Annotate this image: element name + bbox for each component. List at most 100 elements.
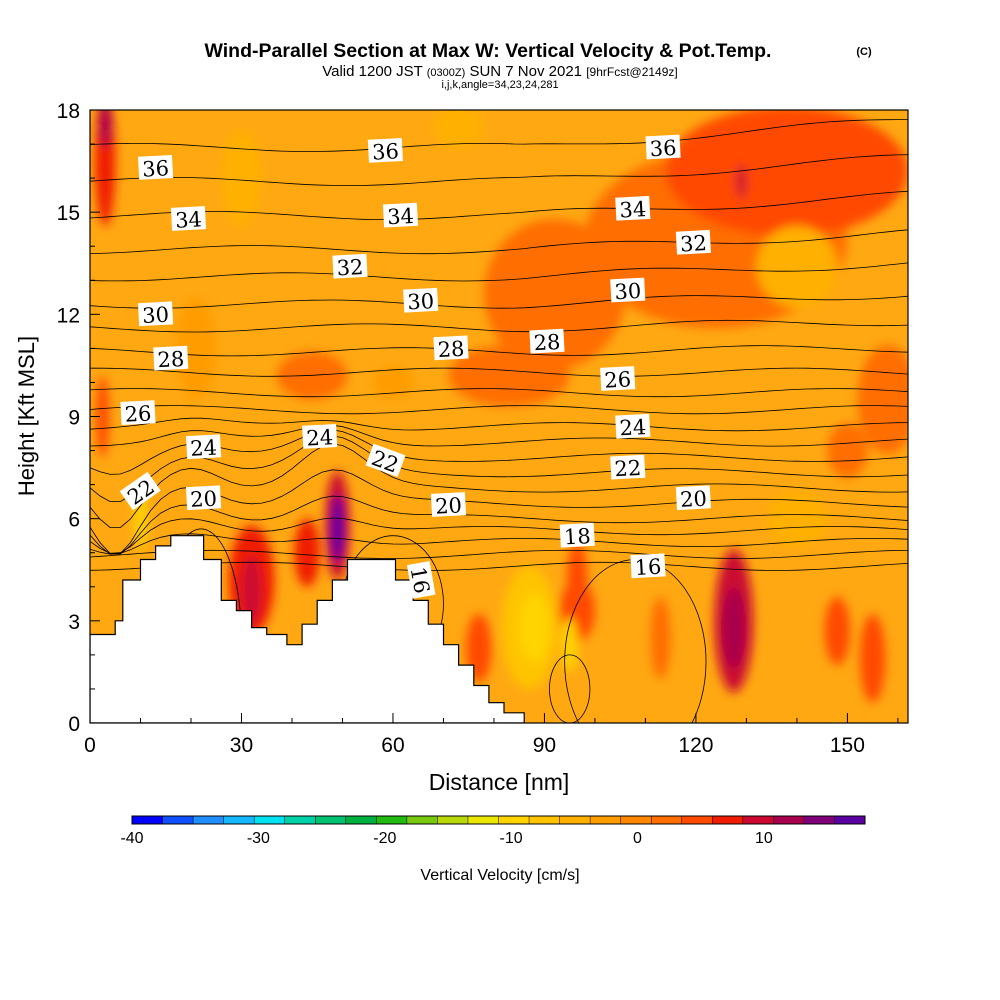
svg-text:34: 34 (619, 197, 647, 222)
theta-contour (90, 367, 908, 377)
colorbar-swatch (254, 816, 286, 824)
theta-contour (90, 561, 908, 571)
svg-text:30: 30 (142, 303, 170, 328)
contour-label: 34 (170, 206, 207, 233)
contour-label: 18 (559, 522, 595, 549)
velocity-cell (372, 365, 414, 400)
theta-contour (90, 262, 908, 282)
contour-label: 16 (406, 561, 436, 599)
colorbar-swatch (162, 816, 194, 824)
contour-label: 24 (185, 434, 222, 461)
contour-label: 30 (610, 277, 646, 304)
velocity-cell (519, 593, 550, 662)
colorbar-swatch (437, 816, 469, 824)
colorbar-swatch (223, 816, 255, 824)
contour-label: 22 (610, 454, 646, 481)
contour-label: 16 (630, 553, 666, 580)
y-tick-label: 9 (68, 407, 80, 430)
contour-label: 36 (137, 155, 174, 182)
velocity-cell (96, 375, 110, 458)
svg-text:26: 26 (604, 367, 632, 392)
velocity-cell (722, 586, 745, 669)
y-tick-label: 12 (57, 304, 80, 327)
svg-text:30: 30 (407, 289, 435, 314)
colorbar-swatch (651, 816, 683, 824)
colorbar-swatch (315, 816, 347, 824)
colorbar-swatch (193, 816, 225, 824)
theta-contour (90, 549, 908, 559)
colorbar-swatch (467, 816, 499, 824)
velocity-cell (766, 491, 828, 546)
velocity-cell (561, 617, 578, 672)
contour-label: 32 (675, 229, 711, 256)
velocity-cell (294, 518, 320, 587)
y-tick-label: 15 (57, 202, 80, 225)
colorbar-swatch (132, 816, 163, 824)
valid-utc: (0300Z) (427, 67, 466, 79)
theta-contour (90, 154, 908, 186)
svg-text:32: 32 (336, 255, 364, 280)
colorbar-tick-label: 10 (755, 830, 773, 847)
svg-text:36: 36 (142, 156, 170, 181)
velocity-cell (756, 225, 838, 308)
theta-contour (90, 469, 908, 555)
contour-label: 32 (332, 253, 368, 280)
copyright-mark: (C) (856, 46, 872, 58)
velocity-cell (827, 423, 868, 478)
colorbar-swatch (559, 816, 591, 824)
velocity-cell (433, 110, 484, 148)
velocity-cell (95, 110, 116, 226)
svg-text:36: 36 (371, 139, 399, 164)
svg-text:28: 28 (533, 330, 561, 355)
svg-text:36: 36 (649, 136, 677, 161)
velocity-cell (665, 110, 908, 236)
contour-label: 34 (615, 195, 651, 222)
velocity-cell (99, 110, 112, 148)
contour-label: 34 (382, 202, 419, 229)
svg-text:20: 20 (679, 487, 707, 512)
svg-text:16: 16 (406, 565, 434, 595)
contour-label: 26 (120, 400, 156, 427)
velocity-cell (241, 556, 262, 625)
theta-contour (90, 443, 908, 528)
contour-label: 24 (615, 413, 651, 440)
colorbar-swatch (529, 816, 560, 824)
velocity-cell (448, 344, 570, 407)
y-tick-label: 0 (68, 713, 80, 736)
colorbar-swatch (590, 816, 622, 824)
x-tick-label: 0 (84, 734, 96, 757)
y-tick-label: 3 (68, 611, 80, 634)
svg-text:32: 32 (679, 231, 707, 256)
theta-contour (549, 654, 591, 723)
velocity-cell (330, 494, 344, 563)
velocity-cell (650, 596, 671, 679)
colorbar-tick-label: -30 (247, 830, 270, 847)
colorbar-tick-label: -20 (373, 830, 396, 847)
theta-contour (90, 405, 908, 415)
theta-contour (90, 229, 908, 255)
theta-contour (90, 388, 908, 398)
contour-label: 36 (367, 138, 403, 165)
contour-label: 28 (433, 335, 469, 362)
contour-label: 20 (185, 485, 222, 512)
x-axis-label: Distance [nm] (429, 769, 570, 795)
svg-text:16: 16 (634, 555, 662, 580)
colorbar-swatch (345, 816, 377, 824)
terrain (90, 535, 525, 723)
contour-label: 28 (529, 328, 565, 355)
theta-contour (90, 429, 908, 475)
contour-label: 30 (403, 287, 439, 314)
colorbar: -40 -30 -20 -10 0 10 (120, 815, 866, 847)
theta-contour (90, 417, 908, 432)
svg-text:22: 22 (614, 456, 642, 481)
valid-time: Valid 1200 JST (322, 63, 422, 80)
x-tick-label: 120 (678, 734, 713, 757)
x-tick-label: 90 (533, 734, 556, 757)
y-axis-label: Height [Kft MSL] (14, 336, 39, 496)
chart-title: Wind-Parallel Section at Max W: Vertical… (205, 40, 772, 62)
chart-subtitle: Valid 1200 JST (0300Z) SUN 7 Nov 2021 [9… (322, 63, 678, 80)
contour-label: 20 (430, 492, 467, 519)
colorbar-swatch (834, 816, 866, 824)
theta-contour (90, 319, 908, 333)
colorbar-tick-label: -40 (120, 830, 143, 847)
